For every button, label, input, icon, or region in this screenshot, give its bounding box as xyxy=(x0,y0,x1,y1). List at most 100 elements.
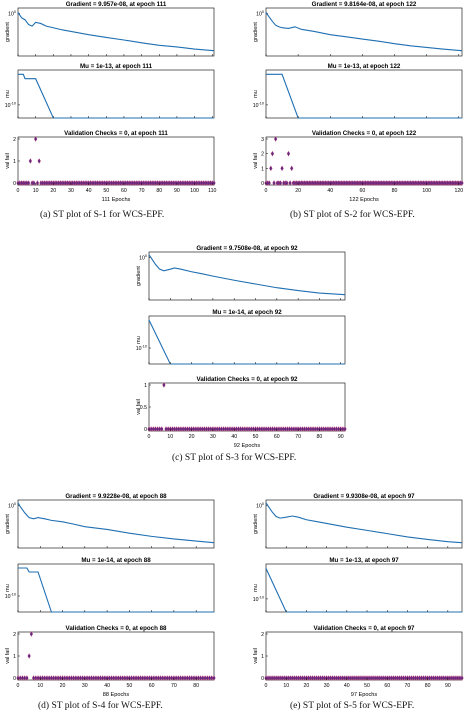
x-axis-label: 111 Epochs xyxy=(102,197,131,203)
panel-s5-1: Mu = 1e-13, at epoch 97mu10-10 xyxy=(253,557,462,612)
val-fail-marker xyxy=(274,137,277,142)
series-line-mu xyxy=(18,568,214,612)
x-tick-label: 0 xyxy=(17,188,20,194)
panel-s1-2: Validation Checks = 0, at epoch 111val f… xyxy=(5,130,215,187)
x-tick-label: 120 xyxy=(454,188,463,194)
x-axis-label: 122 Epochs xyxy=(349,197,379,203)
val-fail-marker xyxy=(281,166,284,171)
x-tick-label: 80 xyxy=(425,683,431,689)
panel-title: Gradient = 9.9228e-08, at epoch 88 xyxy=(65,493,167,500)
val-fail-marker xyxy=(160,427,163,432)
y-tick-label: 100 xyxy=(256,10,264,17)
y-tick-label: 1 xyxy=(261,166,264,172)
x-tick-label: 0 xyxy=(265,188,268,194)
panel-s4-2: Validation Checks = 0, at epoch 88 val fa… xyxy=(5,625,215,682)
y-axis-label: mu xyxy=(5,90,11,98)
x-tick-label: 50 xyxy=(103,188,109,194)
y-tick-label: 0.5 xyxy=(140,405,147,411)
val-fail-marker xyxy=(344,427,347,432)
x-tick-label: 20 xyxy=(304,683,310,689)
val-fail-marker xyxy=(271,151,274,156)
val-fail-marker xyxy=(273,181,276,186)
panel-title: Mu = 1e-13, at epoch 111 xyxy=(80,63,153,70)
chart-s5: Gradient = 9.9308e-08, at epoch 97gradie… xyxy=(253,493,464,698)
series-line-gradient xyxy=(266,503,462,543)
panel-title: Gradient = 9.8164e-08, at epoch 122 xyxy=(312,1,417,8)
val-fail-marker xyxy=(28,654,31,659)
x-tick-label: 100 xyxy=(190,188,199,194)
panel-title: Mu = 1e-13, at epoch 122 xyxy=(328,63,401,70)
x-tick-label: 20 xyxy=(189,434,195,440)
panel-s4-1: Mu = 1e-14, at epoch 88mu10-10 xyxy=(5,557,214,612)
x-tick-label: 40 xyxy=(231,434,237,440)
x-tick-label: 80 xyxy=(392,188,398,194)
x-tick-label: 70 xyxy=(295,434,301,440)
panel-title: Validation Checks = 0, at epoch 88 xyxy=(66,625,167,632)
x-tick-label: 0 xyxy=(265,683,268,689)
panel-title: Mu = 1e-13, at epoch 97 xyxy=(329,557,399,564)
y-tick-label: 2 xyxy=(261,152,264,158)
x-tick-label: 60 xyxy=(360,188,366,194)
x-tick-label: 60 xyxy=(384,683,390,689)
y-tick-label: 10-10 xyxy=(136,345,147,353)
series-line-gradient xyxy=(18,503,214,543)
chart-s1: Gradient = 9.957e-08, at epoch 111gradie… xyxy=(5,1,217,203)
panel-s2-2: Validation Checks = 0, at epoch 122val f… xyxy=(253,130,463,187)
val-fail-marker xyxy=(34,137,37,142)
y-tick-label: 1 xyxy=(261,654,264,660)
panel-s3-0: Gradient = 9.7508e-08, at epoch 92gradie… xyxy=(136,245,345,300)
y-tick-label: 10-10 xyxy=(5,101,16,109)
series-line-gradient xyxy=(149,255,345,295)
x-tick-label: 40 xyxy=(327,188,333,194)
val-fail-marker xyxy=(213,676,216,681)
y-tick-label: 0 xyxy=(13,181,16,187)
y-tick-label: 0 xyxy=(261,676,264,682)
val-fail-marker xyxy=(290,166,293,171)
x-tick-label: 40 xyxy=(104,683,110,689)
y-axis-label: val fail xyxy=(5,648,11,664)
panel-title: Validation Checks = 0, at epoch 92 xyxy=(197,376,298,383)
axes-box xyxy=(149,383,345,431)
y-tick-label: 0 xyxy=(144,427,147,433)
y-tick-label: 1 xyxy=(13,654,16,660)
y-tick-label: 100 xyxy=(8,10,16,17)
chart-s3: Gradient = 9.7508e-08, at epoch 92gradie… xyxy=(136,245,347,449)
series-line-gradient xyxy=(266,12,462,50)
y-tick-label: 0 xyxy=(261,181,264,187)
val-fail-marker xyxy=(30,632,33,637)
y-tick-label: 0 xyxy=(13,676,16,682)
x-tick-label: 10 xyxy=(283,683,289,689)
x-tick-label: 70 xyxy=(171,683,177,689)
axes-box xyxy=(266,8,462,56)
figure-caption: (b) ST plot of S-2 for WCS-EPF. xyxy=(290,210,415,220)
x-tick-label: 0 xyxy=(17,683,20,689)
x-tick-label: 90 xyxy=(338,434,344,440)
series-line-mu xyxy=(18,74,214,118)
x-tick-label: 10 xyxy=(33,188,39,194)
y-tick-label: 10-10 xyxy=(253,101,264,109)
axes-box xyxy=(149,316,345,364)
axes-box xyxy=(266,564,462,612)
panel-s2-0: Gradient = 9.8164e-08, at epoch 122gradi… xyxy=(253,1,462,56)
series-line-gradient xyxy=(18,12,214,50)
x-tick-label: 50 xyxy=(126,683,132,689)
x-tick-label: 60 xyxy=(274,434,280,440)
axes-box xyxy=(18,8,214,56)
y-tick-label: 10-10 xyxy=(5,593,16,601)
y-axis-label: gradient xyxy=(136,266,142,286)
axes-box xyxy=(18,500,214,548)
x-tick-label: 30 xyxy=(82,683,88,689)
x-tick-label: 60 xyxy=(121,188,127,194)
panel-title: Mu = 1e-14, at epoch 92 xyxy=(212,309,282,316)
y-axis-label: gradient xyxy=(5,514,11,534)
x-tick-label: 40 xyxy=(86,188,92,194)
panel-title: Mu = 1e-14, at epoch 88 xyxy=(81,557,151,564)
axes-box xyxy=(18,632,214,680)
x-axis-label: 92 Epochs xyxy=(234,443,261,449)
x-tick-label: 90 xyxy=(445,683,451,689)
x-tick-label: 80 xyxy=(193,683,199,689)
figure-caption: (a) ST plot of S-1 for WCS-EPF. xyxy=(40,210,164,220)
chart-s2: Gradient = 9.8164e-08, at epoch 122 gradi… xyxy=(253,1,464,203)
y-tick-label: 2 xyxy=(13,137,16,143)
